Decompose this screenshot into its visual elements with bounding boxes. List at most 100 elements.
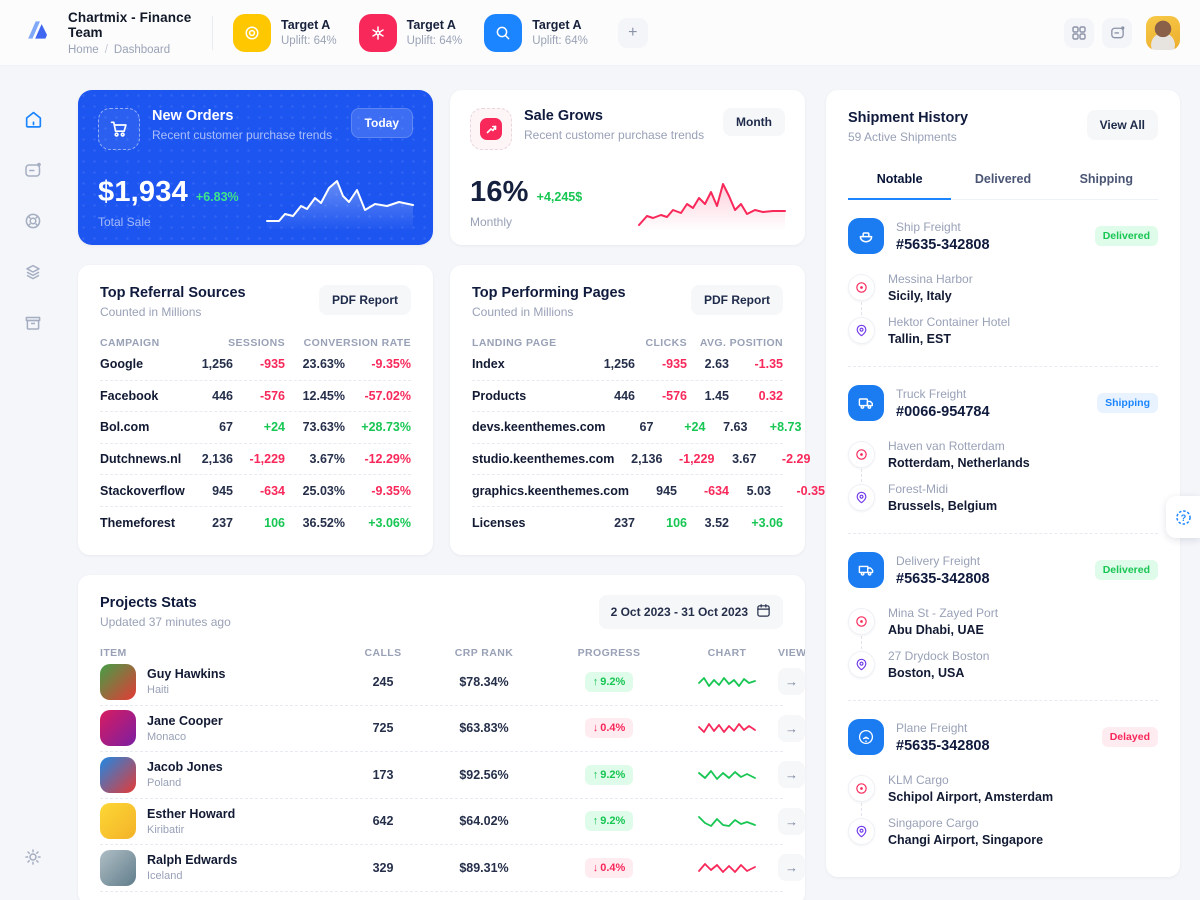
target-uplift: Uplift: 64%: [406, 35, 463, 47]
person-country: Monaco: [147, 730, 187, 743]
tab-notable[interactable]: Notable: [848, 162, 952, 200]
avatar: [100, 756, 136, 793]
breadcrumb-dashboard[interactable]: Dashboard: [113, 43, 171, 56]
destination-place: Changi Airport, Singapore: [888, 833, 1044, 847]
clicks-value: 945: [656, 483, 678, 498]
add-target-button[interactable]: +: [617, 17, 648, 48]
pdf-report-button[interactable]: PDF Report: [691, 285, 783, 315]
rate-delta: -12.29%: [364, 452, 411, 467]
clicks-delta: -1,229: [678, 452, 715, 467]
table-row: Facebook 446 -576 12.45% -57.02%: [100, 381, 411, 413]
shipment-kind: Plane Freight: [896, 720, 968, 735]
avatar: [100, 663, 136, 700]
theme-settings-icon[interactable]: [16, 840, 50, 874]
calls-value: 725: [372, 721, 394, 736]
person-name: Esther Howard: [147, 806, 236, 821]
campaign-name: Facebook: [100, 388, 159, 403]
project-row: Jane Cooper Monaco 725 $63.83% ↓ 0.4% →: [100, 706, 805, 752]
person-country: Haiti: [147, 684, 170, 697]
svg-text:?: ?: [1180, 512, 1185, 522]
projects-stats-card: Projects Stats Updated 37 minutes ago 2 …: [78, 575, 805, 900]
position-value: 1.45: [704, 388, 729, 403]
progress-badge: ↓ 0.4%: [584, 857, 634, 878]
pdf-report-button[interactable]: PDF Report: [319, 285, 411, 315]
destination-place: Brussels, Belgium: [888, 499, 998, 513]
sidebar-item-layers-icon[interactable]: [16, 255, 50, 289]
app-logo-icon: [26, 19, 54, 46]
sidebar-item-lifebuoy-icon[interactable]: [16, 204, 50, 238]
shipment-item[interactable]: Truck Freight #0066-954784 Shipping Have…: [848, 367, 1158, 534]
shipment-route: Messina Harbor Sicily, Italy Hektor Cont…: [848, 266, 1158, 352]
sessions-delta: -1,229: [249, 452, 285, 467]
destination-pin-icon: [848, 651, 875, 678]
card-subtitle: 59 Active Shipments: [848, 130, 957, 144]
status-badge: Delayed: [1101, 727, 1158, 747]
clicks-value: 2,136: [631, 452, 663, 467]
sidebar-item-messages-icon[interactable]: [16, 153, 50, 187]
table-row: Themeforest 237 106 36.52% +3.06%: [100, 507, 411, 539]
tab-delivered[interactable]: Delivered: [974, 172, 1032, 186]
shipment-kind: Truck Freight: [896, 386, 967, 401]
view-row-button[interactable]: →: [778, 761, 805, 789]
person-country: Iceland: [147, 870, 183, 883]
breadcrumb-home[interactable]: Home: [68, 43, 99, 56]
campaign-name: Dutchnews.nl: [100, 452, 182, 467]
apps-grid-button[interactable]: [1064, 17, 1094, 48]
help-button[interactable]: ?: [1166, 496, 1200, 538]
sidebar-item-home-icon[interactable]: [16, 102, 50, 136]
period-today-button[interactable]: Today: [350, 108, 413, 138]
col-progress: PROGRESS: [577, 647, 641, 659]
notifications-button[interactable]: [1102, 17, 1132, 48]
destination-pin-icon: [848, 484, 875, 511]
status-badge: Delivered: [1094, 226, 1158, 246]
avatar: [100, 710, 136, 747]
row-sparkline: [676, 672, 778, 692]
crp-rank-value: $89.31%: [459, 860, 509, 875]
clicks-delta: -634: [703, 483, 730, 498]
page-name: Products: [472, 388, 527, 403]
destination-place: Boston, USA: [888, 666, 965, 680]
performing-pages-card: Top Performing Pages Counted in Millions…: [450, 265, 825, 555]
calls-value: 173: [372, 767, 394, 782]
target-chip-1[interactable]: Target A Uplift: 64%: [233, 13, 337, 52]
view-row-button[interactable]: →: [778, 714, 805, 742]
table-row: Stackoverflow 945 -634 25.03% -9.35%: [100, 475, 411, 507]
shipment-item[interactable]: Ship Freight #5635-342808 Delivered Mess…: [848, 200, 1158, 367]
shipment-tabs: Notable Delivered Shipping: [848, 162, 1158, 200]
shipment-item[interactable]: Delivery Freight #5635-342808 Delivered …: [848, 534, 1158, 701]
row-sparkline: [676, 811, 778, 831]
truck-icon: [848, 385, 884, 421]
target-chip-2[interactable]: Target A Uplift: 64%: [358, 13, 463, 52]
crp-rank-value: $92.56%: [459, 767, 509, 782]
period-month-button[interactable]: Month: [723, 108, 785, 136]
date-range-picker[interactable]: 2 Oct 2023 - 31 Oct 2023: [598, 595, 783, 629]
view-row-button[interactable]: →: [778, 668, 805, 696]
row-sparkline: [676, 858, 778, 878]
sidebar-item-archive-icon[interactable]: [16, 306, 50, 340]
page-name: Licenses: [472, 515, 526, 530]
col-chart: CHART: [707, 647, 747, 659]
rate-value: 3.67%: [309, 452, 345, 467]
col-landing-page: LANDING PAGE: [472, 337, 557, 349]
calls-value: 642: [372, 814, 394, 829]
person-name: Ralph Edwards: [147, 853, 238, 868]
target-chips: Target A Uplift: 64% Target A Uplift: 64…: [233, 13, 648, 52]
destination-name: Hektor Container Hotel: [888, 315, 1011, 329]
sessions-value: 945: [212, 483, 233, 498]
shipment-item[interactable]: Plane Freight #5635-342808 Delayed KLM C…: [848, 701, 1158, 867]
status-badge: Shipping: [1097, 393, 1158, 413]
card-subtitle: Counted in Millions: [472, 305, 574, 319]
rate-value: 36.52%: [302, 515, 345, 530]
view-row-button[interactable]: →: [778, 854, 805, 882]
view-row-button[interactable]: →: [778, 807, 805, 835]
plane-icon: [848, 719, 884, 755]
target-chip-3[interactable]: Target A Uplift: 64%: [484, 13, 588, 52]
tab-shipping[interactable]: Shipping: [1079, 172, 1134, 186]
view-all-button[interactable]: View All: [1086, 110, 1158, 140]
target-uplift: Uplift: 64%: [532, 35, 588, 47]
shopping-cart-icon: [98, 108, 140, 150]
rate-delta: +3.06%: [368, 515, 411, 530]
project-row: Guy Hawkins Haiti 245 $78.34% ↑ 9.2% →: [100, 659, 805, 706]
user-avatar[interactable]: [1146, 15, 1180, 50]
shipment-kind: Delivery Freight: [896, 553, 981, 568]
